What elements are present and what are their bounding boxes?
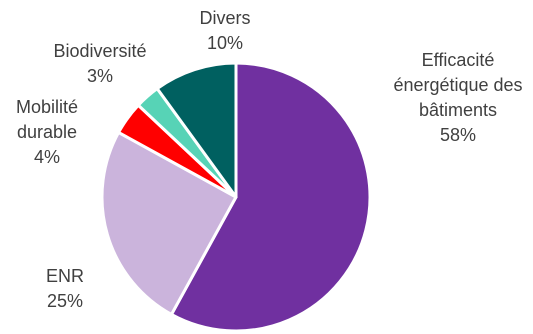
slice-value-label: 10%	[207, 33, 243, 53]
slice-label-0: Efficacité énergétique des bâtiments 58%	[393, 50, 522, 145]
slice-label-3: Biodiversité 3%	[53, 41, 146, 86]
pie-slice-4	[155, 61, 238, 199]
slice-category-label: ENR	[46, 266, 84, 286]
pie-slices	[100, 61, 372, 333]
slice-label-1: ENR 25%	[46, 266, 84, 311]
slice-category-label: énergétique des	[393, 75, 522, 95]
slice-value-label: 3%	[87, 66, 113, 86]
slice-category-label: Divers	[199, 8, 250, 28]
slice-category-label: Efficacité	[422, 50, 495, 70]
slice-value-label: 4%	[34, 147, 60, 167]
slice-value-label: 25%	[47, 291, 83, 311]
slice-value-label: 58%	[440, 125, 476, 145]
slice-category-label: Biodiversité	[53, 41, 146, 61]
slice-category-label: bâtiments	[419, 100, 497, 120]
pie-slice-1	[100, 130, 238, 316]
pie-labels: Efficacité énergétique des bâtiments 58% ENR…	[16, 8, 523, 311]
slice-category-label: durable	[17, 122, 77, 142]
slice-label-4: Divers 10%	[199, 8, 250, 53]
pie-slice-0	[169, 61, 372, 333]
slice-category-label: Mobilité	[16, 97, 78, 117]
slice-label-2: Mobilité durable 4%	[16, 97, 78, 167]
